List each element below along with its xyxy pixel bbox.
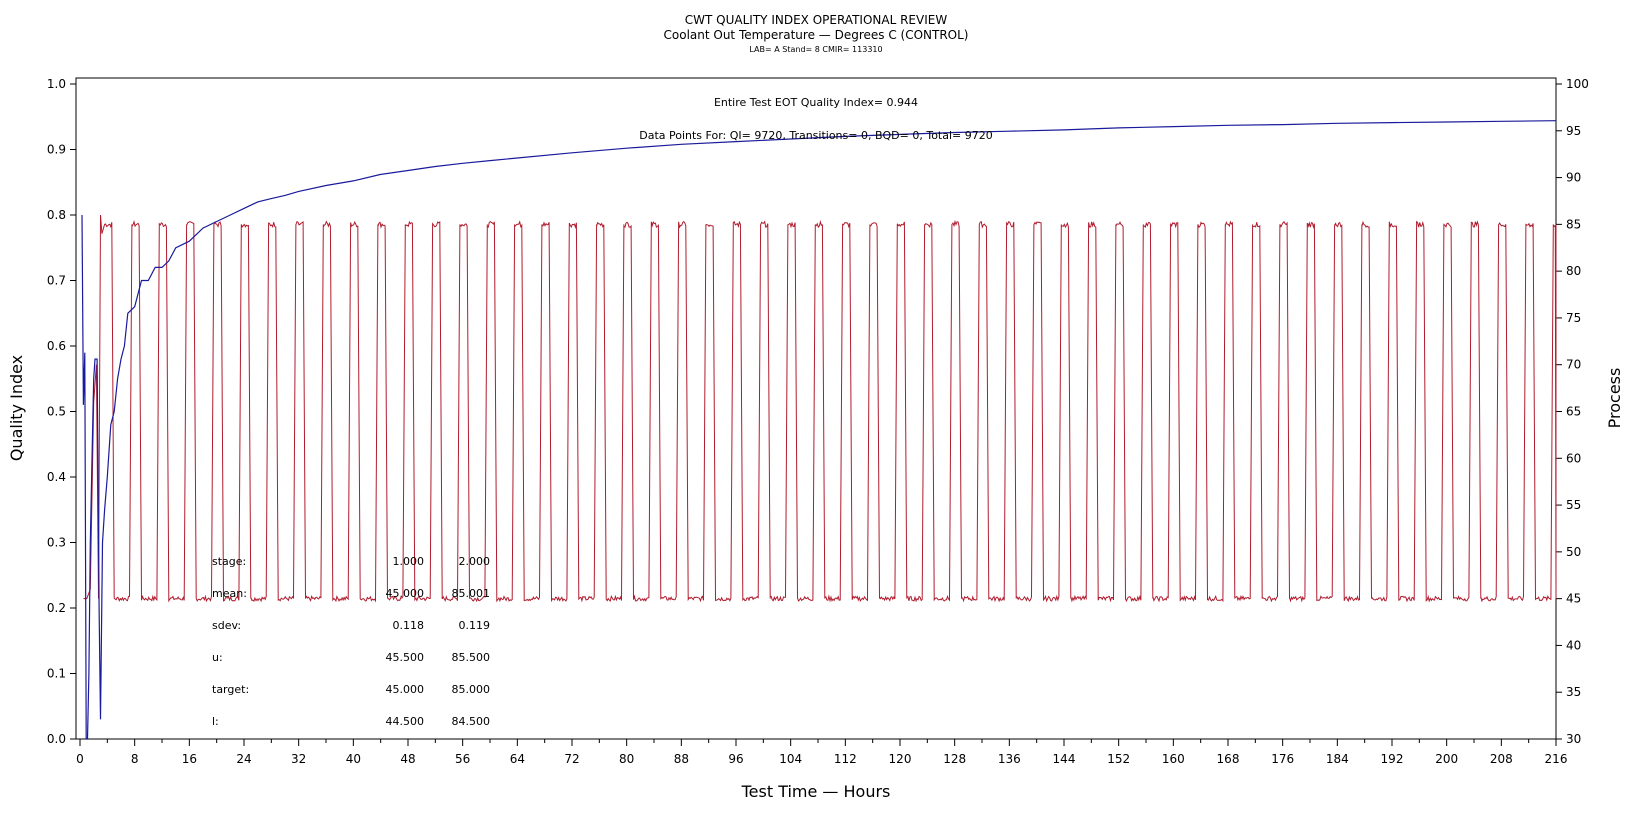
x-tick-label: 128 [943, 752, 966, 766]
stats-value-stage1: 44.500 [386, 715, 425, 728]
x-tick-label: 64 [510, 752, 525, 766]
stats-value-stage1: 1.000 [393, 555, 425, 568]
x-tick-label: 32 [291, 752, 306, 766]
x-tick-label: 200 [1435, 752, 1458, 766]
x-tick-label: 144 [1053, 752, 1076, 766]
y2-tick-label: 55 [1566, 498, 1581, 512]
chart-subtitle-detail: LAB= A Stand= 8 CMIR= 113310 [749, 45, 882, 54]
y-axis-left: 0.0 0.1 0.2 0.3 0.4 0.5 0.6 0.7 0.8 0.9 1.0 [47, 77, 76, 746]
x-tick-label: 208 [1490, 752, 1513, 766]
y-axis-right: 30 35 40 45 50 55 60 65 70 75 80 85 90 95 100 [1556, 77, 1589, 746]
stats-value-stage2: 0.119 [459, 619, 491, 632]
y2-tick-label: 90 [1566, 171, 1581, 185]
y2-tick-label: 65 [1566, 405, 1581, 419]
stats-value-stage1: 45.000 [386, 683, 425, 696]
x-tick-label: 176 [1271, 752, 1294, 766]
chart-title: CWT QUALITY INDEX OPERATIONAL REVIEW [685, 13, 948, 27]
x-tick-label: 56 [455, 752, 470, 766]
annotation-quality-index: Entire Test EOT Quality Index= 0.944 [714, 96, 918, 109]
x-tick-label: 160 [1162, 752, 1185, 766]
y2-tick-label: 85 [1566, 217, 1581, 231]
stats-label: sdev: [212, 619, 241, 632]
x-tick-label: 48 [400, 752, 415, 766]
chart-subtitle: Coolant Out Temperature — Degrees C (CON… [664, 28, 969, 42]
x-axis: 0 8 16 24 32 40 48 56 64 72 80 88 96 104 112 120 128 136 1… [76, 739, 1567, 766]
stats-label: target: [212, 683, 249, 696]
y2-tick-label: 40 [1566, 638, 1581, 652]
x-tick-label: 216 [1545, 752, 1568, 766]
series-quality-index-line [81, 120, 1557, 740]
x-tick-label: 184 [1326, 752, 1349, 766]
stats-label: l: [212, 715, 219, 728]
y2-tick-label: 100 [1566, 77, 1589, 91]
y-tick-label: 0.2 [47, 601, 66, 615]
x-tick-label: 192 [1381, 752, 1404, 766]
y-tick-label: 0.9 [47, 143, 66, 157]
stats-value-stage2: 85.001 [452, 587, 491, 600]
y-tick-label: 0.1 [47, 667, 66, 681]
annotation-data-points: Data Points For: QI= 9720, Transitions= … [639, 129, 993, 142]
y-tick-label: 0.3 [47, 536, 66, 550]
stats-label: mean: [212, 587, 247, 600]
x-tick-label: 24 [236, 752, 251, 766]
stats-table: stage: 1.000 2.000 mean: 45.000 85.001 sdev: 0.… [212, 555, 490, 728]
x-tick-label: 40 [346, 752, 361, 766]
y2-tick-label: 30 [1566, 732, 1581, 746]
x-tick-label: 104 [779, 752, 802, 766]
y2-tick-label: 60 [1566, 451, 1581, 465]
x-tick-label: 16 [182, 752, 197, 766]
stats-value-stage2: 2.000 [459, 555, 491, 568]
y-tick-label: 0.8 [47, 208, 66, 222]
y-tick-label: 0.6 [47, 339, 66, 353]
y2-tick-label: 45 [1566, 592, 1581, 606]
series-layer [81, 120, 1557, 740]
y-axis-label: Quality Index [7, 355, 26, 461]
y-tick-label: 0.0 [47, 732, 66, 746]
x-axis-label: Test Time — Hours [741, 782, 891, 801]
y2-tick-label: 75 [1566, 311, 1581, 325]
y-tick-label: 0.4 [47, 470, 66, 484]
x-tick-label: 136 [998, 752, 1021, 766]
x-tick-label: 88 [674, 752, 689, 766]
x-tick-label: 168 [1217, 752, 1240, 766]
y2-axis-label: Process [1605, 368, 1624, 429]
y2-tick-label: 70 [1566, 358, 1581, 372]
x-tick-label: 0 [76, 752, 84, 766]
stats-value-stage2: 85.500 [452, 651, 491, 664]
x-tick-label: 152 [1107, 752, 1130, 766]
x-tick-label: 72 [564, 752, 579, 766]
stats-value-stage2: 85.000 [452, 683, 491, 696]
y2-tick-label: 95 [1566, 124, 1581, 138]
y2-tick-label: 50 [1566, 545, 1581, 559]
x-tick-label: 80 [619, 752, 634, 766]
x-tick-label: 112 [834, 752, 857, 766]
stats-label: stage: [212, 555, 246, 568]
y2-tick-label: 80 [1566, 264, 1581, 278]
stats-value-stage1: 45.500 [386, 651, 425, 664]
y-tick-label: 1.0 [47, 77, 66, 91]
stats-value-stage2: 84.500 [452, 715, 491, 728]
x-tick-label: 8 [131, 752, 139, 766]
stats-label: u: [212, 651, 223, 664]
x-tick-label: 96 [728, 752, 743, 766]
stats-value-stage1: 45.000 [386, 587, 425, 600]
y-tick-label: 0.5 [47, 405, 66, 419]
x-tick-label: 120 [889, 752, 912, 766]
stats-value-stage1: 0.118 [393, 619, 425, 632]
y-tick-label: 0.7 [47, 274, 66, 288]
y2-tick-label: 35 [1566, 685, 1581, 699]
series-process-line [83, 214, 1557, 603]
